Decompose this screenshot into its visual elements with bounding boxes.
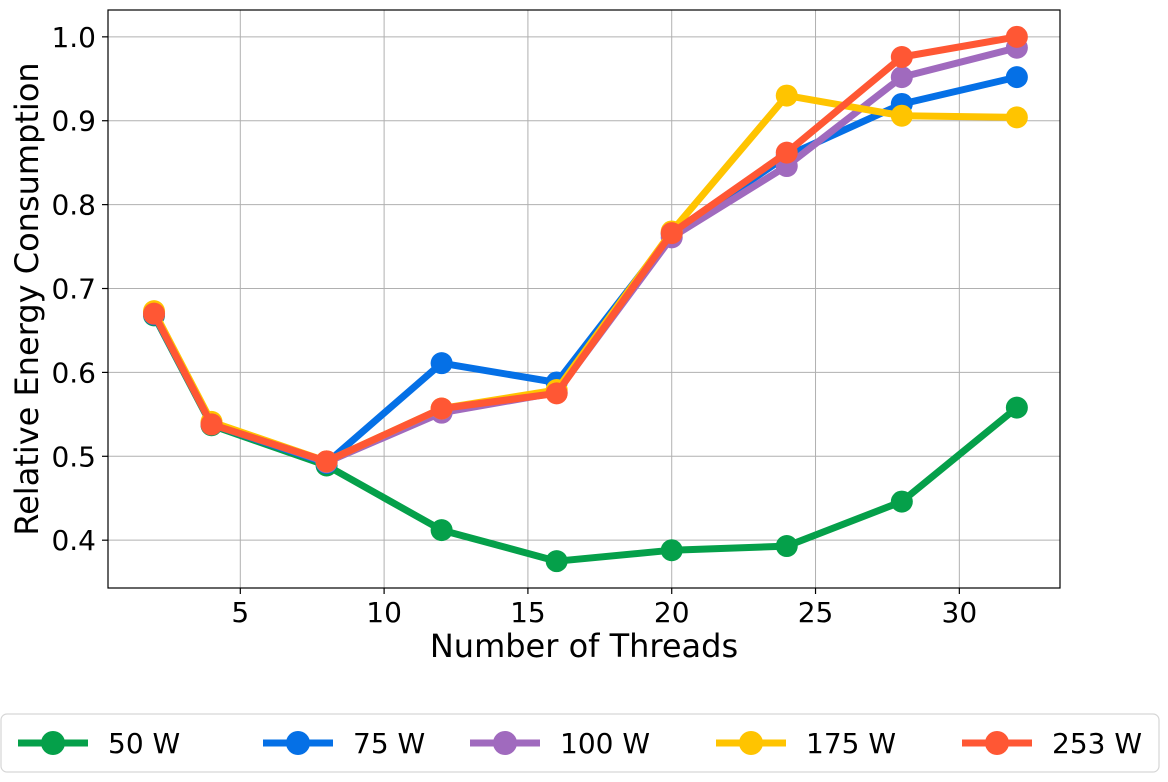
y-tick-label: 0.9	[51, 105, 96, 138]
y-tick-label: 0.5	[51, 440, 96, 473]
legend-entry: 253 W	[962, 727, 1142, 760]
legend: 50 W 75 W 100 W 175 W 253 W	[0, 713, 1160, 773]
legend-marker	[286, 731, 310, 755]
series-253w	[143, 25, 1028, 473]
axis-ticks: 5 10 15 20 25 30 0.4 0.5 0.6 0.7 0.8 0.9 1.0	[51, 21, 977, 629]
y-tick-label: 1.0	[51, 21, 96, 54]
legend-entry: 100 W	[470, 727, 650, 760]
legend-label: 253 W	[1052, 727, 1142, 760]
legend-entry: 50 W	[18, 727, 180, 760]
x-tick-label: 15	[510, 596, 546, 629]
legend-marker	[493, 731, 517, 755]
y-tick-label: 0.6	[51, 356, 96, 389]
y-tick-label: 0.7	[51, 273, 96, 306]
x-tick-label: 5	[231, 596, 249, 629]
data-point	[890, 66, 913, 89]
x-tick-label: 20	[654, 596, 690, 629]
grid-lines	[108, 10, 1060, 588]
data-point	[143, 302, 166, 325]
data-point	[430, 519, 453, 542]
data-point	[1005, 66, 1028, 89]
legend-label: 100 W	[560, 727, 650, 760]
data-point	[430, 352, 453, 375]
legend-label: 75 W	[353, 727, 425, 760]
data-point	[1005, 106, 1028, 129]
data-point	[545, 382, 568, 405]
legend-entry: 75 W	[263, 727, 425, 760]
data-point	[545, 550, 568, 573]
series-lines	[143, 25, 1028, 573]
data-point	[315, 450, 338, 473]
data-point	[660, 539, 683, 562]
legend-label: 175 W	[806, 727, 896, 760]
legend-box	[0, 713, 1160, 773]
x-tick-label: 25	[798, 596, 834, 629]
data-point	[775, 535, 798, 558]
data-point	[200, 413, 223, 436]
legend-marker	[739, 731, 763, 755]
y-tick-label: 0.4	[51, 524, 96, 557]
data-point	[890, 490, 913, 513]
y-tick-label: 0.8	[51, 189, 96, 222]
data-point	[890, 104, 913, 127]
data-point	[660, 222, 683, 245]
legend-label: 50 W	[108, 727, 180, 760]
legend-marker	[985, 731, 1009, 755]
data-point	[775, 84, 798, 107]
legend-entry: 175 W	[716, 727, 896, 760]
data-point	[1005, 25, 1028, 48]
data-point	[775, 141, 798, 164]
x-tick-label: 30	[942, 596, 978, 629]
plot-frame	[107, 9, 1061, 589]
y-axis-title: Relative Energy Consumption	[8, 62, 46, 535]
data-point	[430, 397, 453, 420]
legend-marker	[41, 731, 65, 755]
x-axis-title: Number of Threads	[430, 627, 738, 665]
x-tick-label: 10	[366, 596, 402, 629]
data-point	[890, 45, 913, 68]
data-point	[1005, 396, 1028, 419]
